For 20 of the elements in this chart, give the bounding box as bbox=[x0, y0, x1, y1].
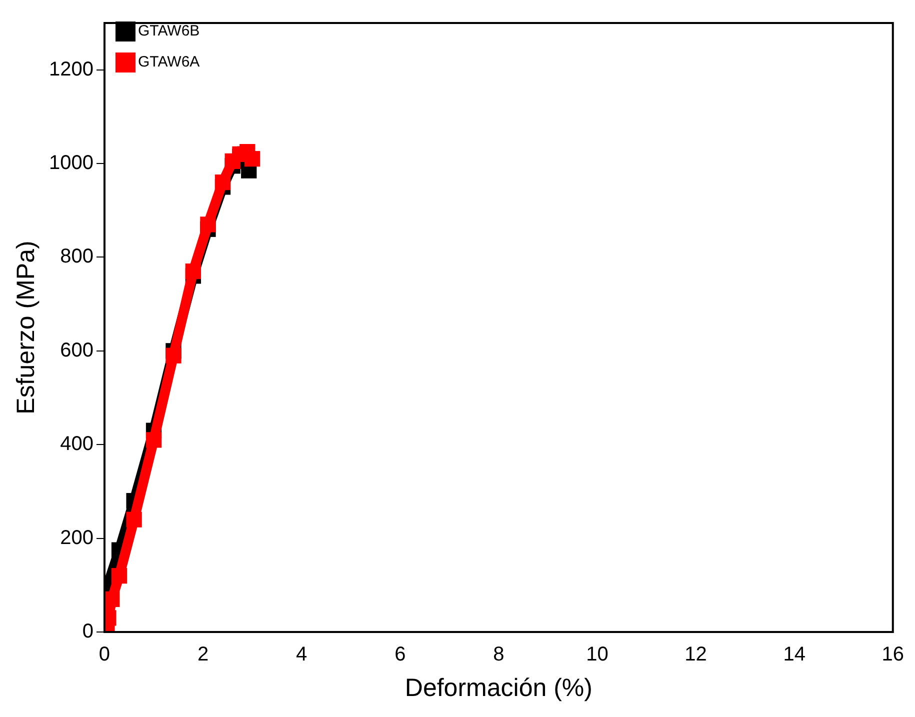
y-tick-label: 200 bbox=[60, 526, 94, 549]
y-tick-label: 400 bbox=[60, 433, 94, 456]
x-tick-label: 4 bbox=[296, 644, 308, 666]
x-tick-label: 12 bbox=[684, 644, 707, 666]
y-tick-label: 600 bbox=[60, 339, 94, 362]
x-tick-label: 2 bbox=[197, 644, 209, 666]
x-tick-label: 10 bbox=[586, 644, 608, 666]
y-tick-label: 1000 bbox=[48, 152, 94, 174]
x-tick-label: 6 bbox=[394, 644, 406, 666]
y-tick-label: 0 bbox=[82, 620, 94, 643]
y-tick-label: 1200 bbox=[48, 58, 94, 80]
y-tick-label: 800 bbox=[60, 246, 94, 268]
x-tick-label: 14 bbox=[783, 644, 806, 666]
legend-label: GTAW6B bbox=[138, 22, 200, 40]
x-tick-label: 0 bbox=[98, 644, 110, 666]
x-axis-title: Deformación (%) bbox=[404, 674, 592, 702]
legend-label: GTAW6A bbox=[138, 54, 200, 71]
y-axis-title: Esfuerzo (MPa) bbox=[12, 240, 40, 414]
x-tick-label: 8 bbox=[493, 644, 504, 666]
x-tick-label: 16 bbox=[882, 644, 904, 666]
